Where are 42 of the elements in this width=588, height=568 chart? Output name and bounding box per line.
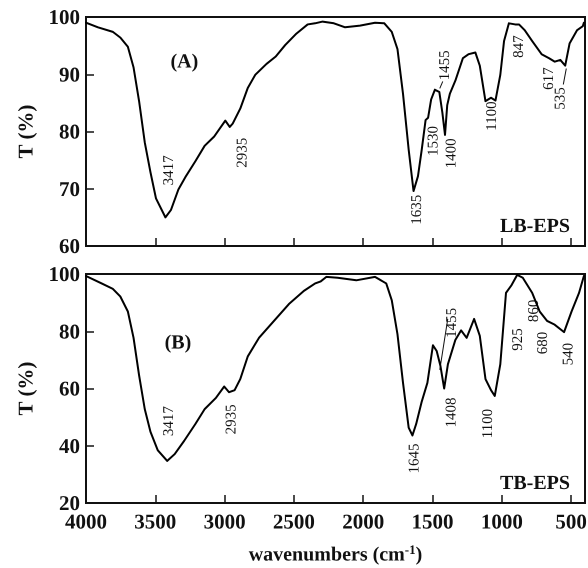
x-tick-label: 3500 <box>134 510 176 534</box>
x-tick-label: 2000 <box>342 510 384 534</box>
annotation: (B) <box>164 331 192 354</box>
y-tick-label: 70 <box>59 176 80 201</box>
x-tick-label: 1000 <box>480 510 523 534</box>
y-axis-title: T (%) <box>14 362 38 416</box>
annotation: 3417 <box>160 154 177 186</box>
annotation: 1645 <box>406 443 422 474</box>
annotation: 1530 <box>425 126 442 156</box>
y-tick-label: 80 <box>59 319 80 344</box>
annotation: 1455 <box>436 50 453 80</box>
y-tick-label: 60 <box>59 234 80 258</box>
annotation: 1408 <box>443 398 460 428</box>
annotation: 617 <box>540 66 557 90</box>
annotation: 1400 <box>443 138 460 168</box>
annotation: (A) <box>170 50 198 73</box>
annotation: 860 <box>526 300 542 322</box>
x-tick-label: 3000 <box>204 510 246 534</box>
annotation: LB-EPS <box>500 215 570 237</box>
annotation: 925 <box>510 328 526 351</box>
y-tick-label: 60 <box>59 376 80 400</box>
y-tick-label: 100 <box>48 262 80 286</box>
annotation: 535 <box>552 87 568 110</box>
annotation: 1455 <box>444 308 460 338</box>
x-tick-label: 2500 <box>272 510 315 534</box>
y-tick-label: 90 <box>59 62 80 86</box>
annotation: 2935 <box>224 404 240 434</box>
x-tick-label: 500 <box>555 510 587 534</box>
y-tick-label: 40 <box>59 434 80 458</box>
annotation: 1635 <box>408 194 425 225</box>
annotation: 2935 <box>234 138 251 168</box>
y-tick-label: 100 <box>48 5 80 29</box>
annotation: 540 <box>560 342 577 366</box>
x-tick-label: 1500 <box>412 510 454 534</box>
annotation: 1100 <box>480 408 496 438</box>
annotation: 680 <box>535 332 552 354</box>
annotation: 847 <box>511 34 528 58</box>
y-axis-title: T (%) <box>14 104 38 158</box>
annotation: 1100 <box>484 101 500 131</box>
annotation: TB-EPS <box>500 472 570 494</box>
annotation: 3417 <box>160 406 177 436</box>
y-tick-label: 80 <box>59 120 80 144</box>
